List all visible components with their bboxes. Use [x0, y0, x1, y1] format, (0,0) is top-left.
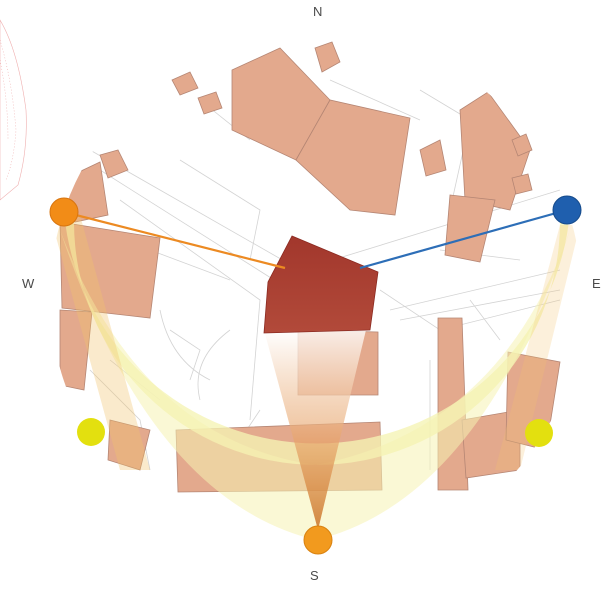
southwest-marker — [77, 418, 105, 446]
building — [107, 419, 151, 471]
building — [295, 99, 411, 216]
sun-path-band-lower — [60, 230, 570, 540]
west-sightline — [63, 210, 286, 270]
east-sun-marker — [552, 195, 582, 225]
map-disc — [50, 30, 582, 562]
compass-south-label: S — [310, 568, 320, 583]
shadow-cone — [264, 330, 366, 530]
building — [99, 149, 129, 179]
building — [197, 91, 223, 115]
building — [511, 133, 533, 157]
building — [444, 194, 496, 263]
south-sun-marker — [303, 525, 333, 555]
compass-north-label: N — [313, 4, 323, 19]
west-twilight-band — [50, 215, 150, 470]
compass-west-label: W — [22, 276, 35, 291]
building — [419, 139, 447, 177]
edge-hatch — [0, 19, 27, 201]
west-sun-marker — [49, 197, 79, 227]
compass-east-label: E — [592, 276, 602, 291]
building — [314, 41, 341, 73]
building — [511, 173, 533, 195]
southeast-marker — [525, 419, 553, 447]
east-twilight-band — [495, 225, 580, 470]
building — [171, 71, 199, 96]
east-sightline — [359, 208, 568, 270]
building — [59, 309, 93, 391]
